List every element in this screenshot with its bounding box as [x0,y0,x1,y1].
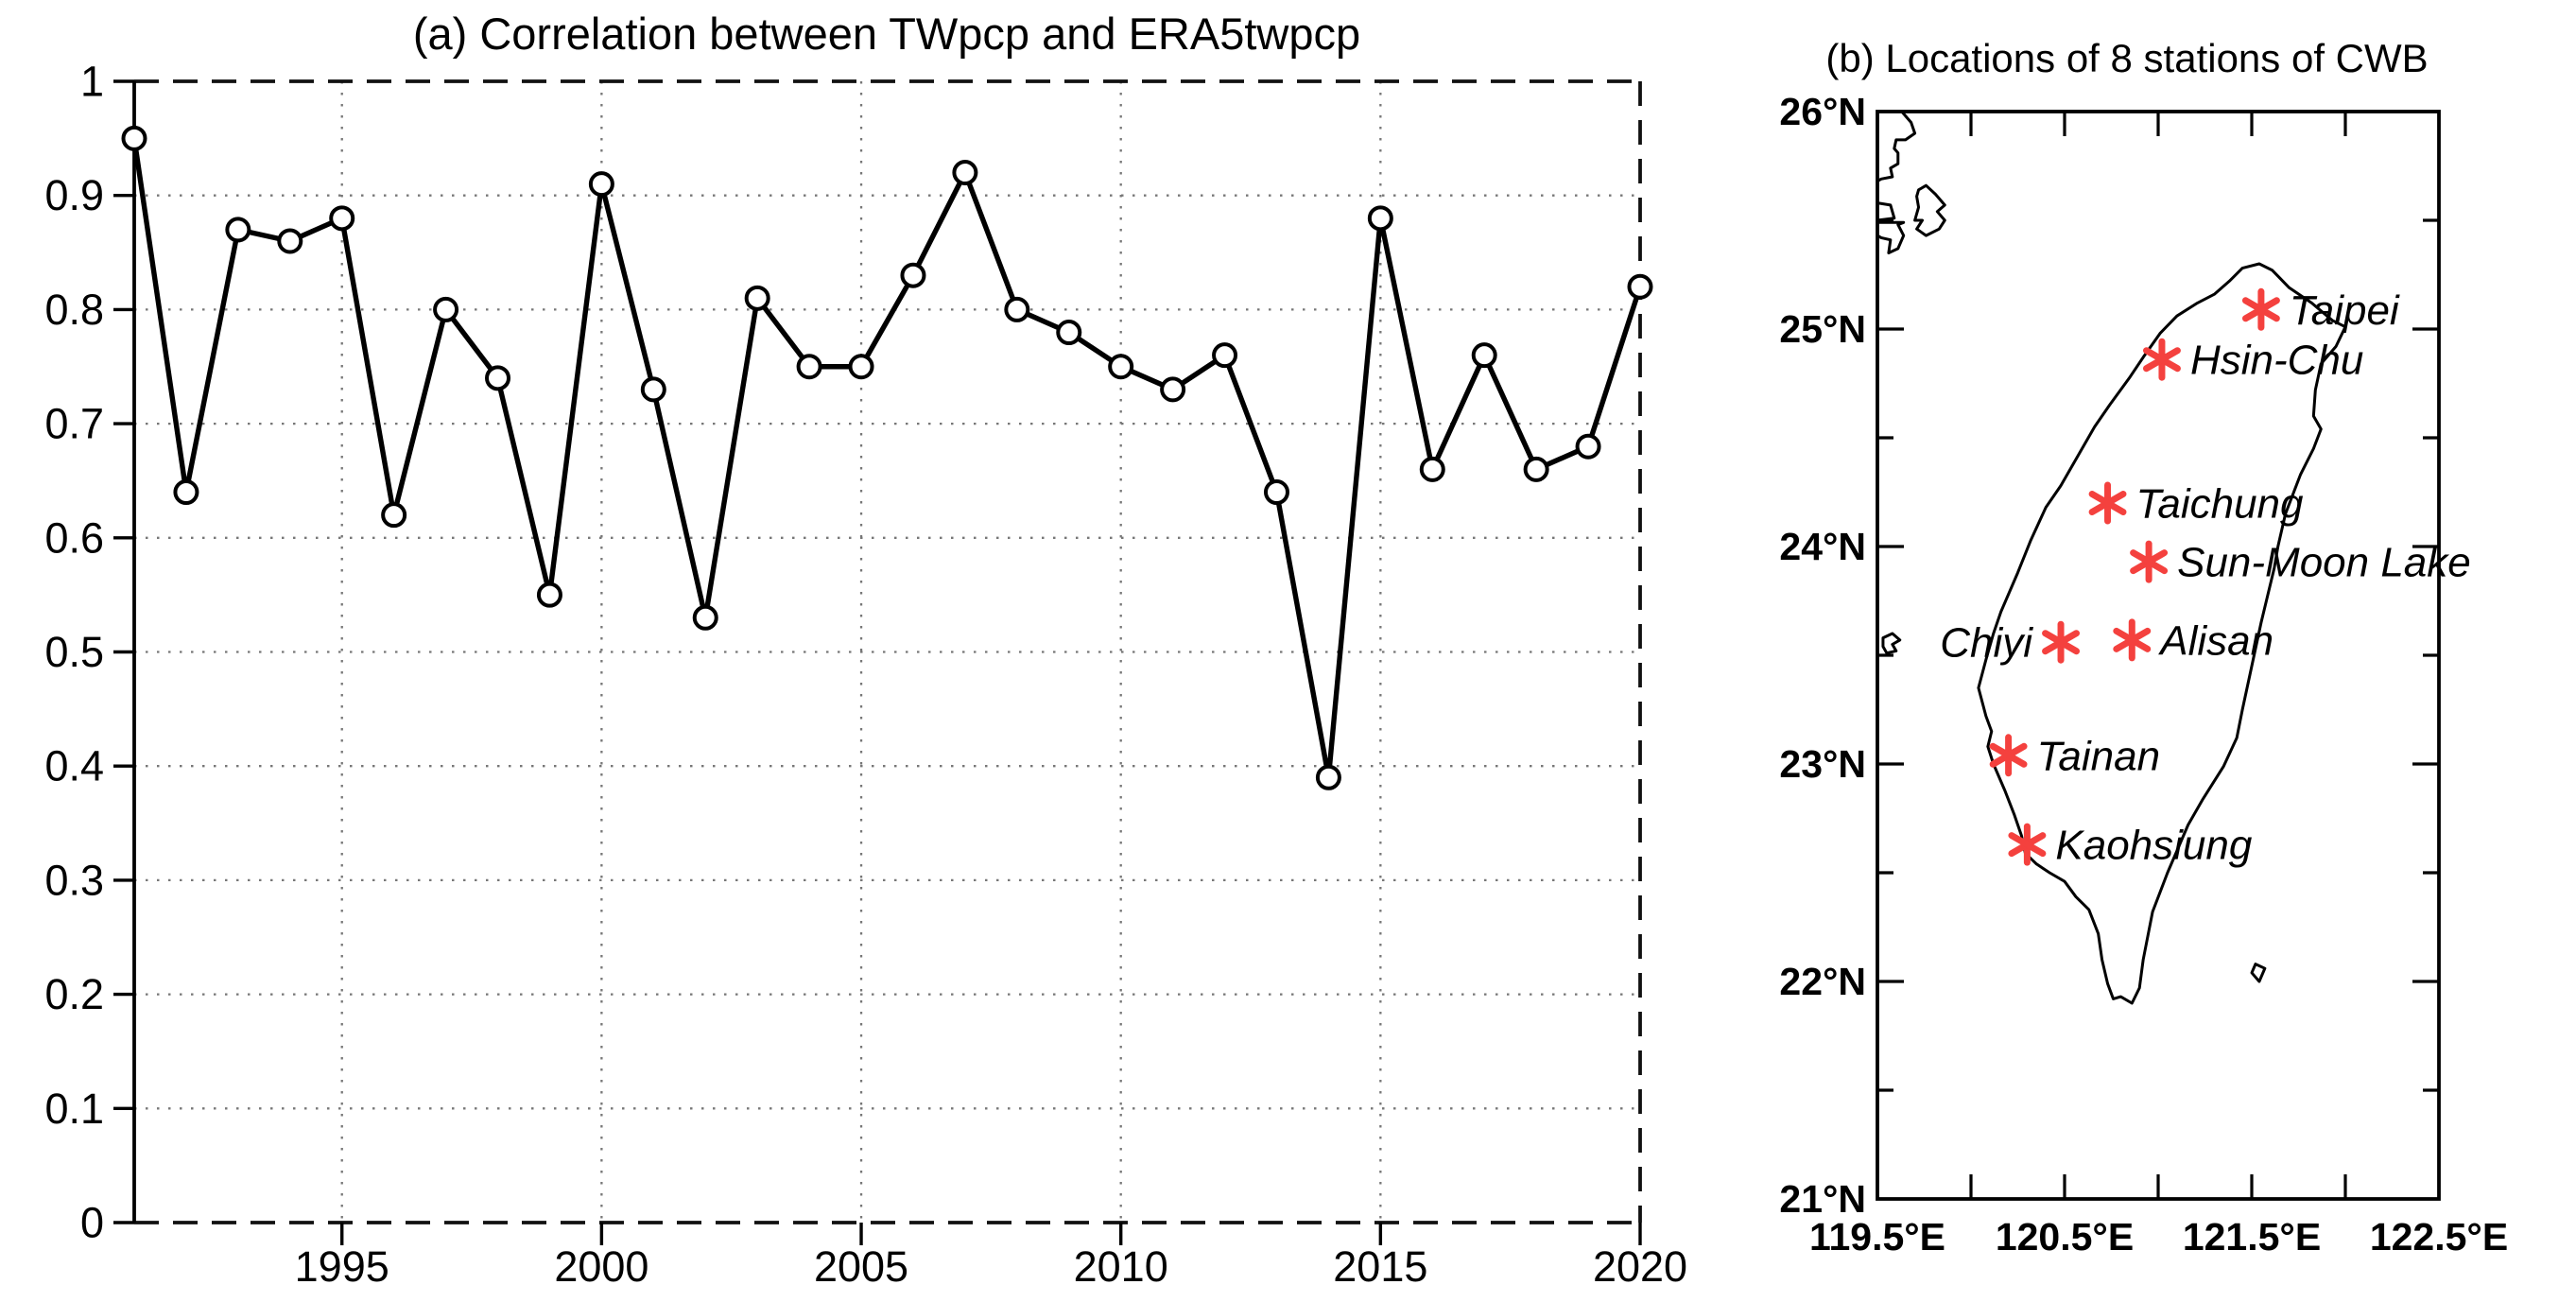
data-point-2005 [848,354,874,380]
data-point-1999 [536,582,562,608]
correlation-series-line [131,137,1643,780]
y-tick-label: 0.7 [44,400,104,448]
station-label-alisan: Alisan [2157,617,2273,664]
data-point-2002 [692,604,718,631]
station-marker-chiyi [2042,620,2080,664]
lon-label: 121.5°E [2183,1215,2321,1259]
data-point-2000 [588,171,614,198]
station-marker-kaohsiung [2008,823,2047,866]
station-label-hsin-chu: Hsin-Chu [2190,338,2363,384]
asterisk-icon [2042,630,2080,655]
lat-label: 21°N [1779,1177,1866,1221]
y-tick-label: 0.1 [44,1085,104,1133]
data-point-2006 [900,262,926,288]
station-marker-tainan [1989,734,2028,777]
y-tick-label: 0.2 [44,970,104,1018]
coastline-penghu-island [1881,632,1902,655]
panel-b-title: (b) Locations of 8 stations of CWB [1825,36,2428,80]
station-label-sun-moon-lake: Sun-Moon Lake [2177,540,2471,586]
x-tick-label: 2015 [1333,1242,1427,1291]
coastline-mainland-2 [1876,201,1896,222]
station-label-taichung: Taichung [2136,481,2304,528]
data-point-2001 [640,376,666,403]
station-marker-alisan [2113,618,2152,662]
x-tick-label: 2010 [1074,1242,1168,1291]
y-tick-label: 0.8 [44,286,104,334]
data-point-2011 [1160,376,1186,403]
y-tick-label: 1 [80,58,104,106]
coastline-taiwan [1977,262,2347,1005]
data-point-2016 [1419,456,1445,482]
panel-a-title: (a) Correlation between TWpcp and ERA5tw… [413,9,1360,59]
station-label-chiyi: Chiyi [1940,620,2033,667]
data-point-2003 [744,285,770,311]
coastline-mainland-1 [1876,111,1917,182]
data-point-1997 [433,296,459,322]
lat-label: 24°N [1779,525,1866,568]
data-point-2012 [1212,342,1238,369]
data-point-2015 [1367,205,1393,232]
data-point-2017 [1471,342,1497,369]
y-tick-label: 0.4 [44,742,104,790]
station-marker-taipei [2241,287,2280,331]
data-point-1994 [277,228,303,254]
data-point-2008 [1004,296,1030,322]
lat-label: 23°N [1779,742,1866,786]
lon-label: 120.5°E [1996,1215,2134,1259]
coastline-mainland-3 [1876,220,1906,254]
asterisk-icon [2130,549,2169,575]
asterisk-icon [2088,491,2127,515]
lon-label: 122.5°E [2370,1215,2508,1259]
station-label-kaohsiung: Kaohsiung [2055,823,2252,869]
asterisk-icon [2143,347,2181,373]
asterisk-icon [1989,742,2028,768]
asterisk-icon [2241,297,2280,322]
panel-a-correlation-chart: (a) Correlation between TWpcp and ERA5tw… [44,9,1687,1291]
data-point-2013 [1263,479,1289,506]
data-point-2014 [1315,764,1341,790]
data-point-1996 [381,502,407,529]
data-point-2019 [1575,433,1601,460]
station-label-tainan: Tainan [2037,733,2161,779]
x-tick-label: 2020 [1593,1242,1687,1291]
station-marker-sun-moon-lake [2130,540,2169,583]
station-label-taipei: Taipei [2290,287,2400,334]
y-tick-label: 0.3 [44,856,104,904]
data-point-1993 [225,217,251,243]
lat-label: 26°N [1779,90,1866,133]
y-tick-label: 0 [80,1199,104,1247]
lat-label: 25°N [1779,307,1866,351]
asterisk-icon [2008,832,2047,858]
asterisk-icon [2113,627,2152,652]
station-marker-taichung [2088,481,2127,525]
coastline-lanyu-island [2250,963,2267,983]
panel-b-station-map: (b) Locations of 8 stations of CWB 26°N2… [1779,36,2508,1259]
data-point-1998 [485,365,511,391]
data-point-2010 [1108,354,1134,380]
data-point-1995 [329,205,355,232]
station-marker-hsin-chu [2143,338,2181,381]
data-point-1992 [173,479,199,506]
y-tick-label: 0.6 [44,513,104,562]
data-point-2018 [1523,456,1549,482]
coastline-matsu-island [1913,183,1946,237]
y-tick-label: 0.9 [44,171,104,219]
data-point-2007 [952,160,978,186]
data-point-2009 [1056,320,1082,346]
x-tick-label: 2000 [554,1242,648,1291]
y-tick-label: 0.5 [44,628,104,676]
lat-label: 22°N [1779,960,1866,1003]
data-point-1991 [121,125,147,151]
panel-a-plot-area: 0 0.1 0.2 0.3 0.4 0.5 0.6 0.7 0.8 0.9 1 1995 2000 200… [44,58,1687,1292]
data-point-2004 [796,354,822,380]
x-tick-label: 2005 [814,1242,908,1291]
x-tick-label: 1995 [295,1242,389,1291]
data-point-2020 [1627,273,1653,300]
lon-label: 119.5°E [1809,1215,1945,1259]
